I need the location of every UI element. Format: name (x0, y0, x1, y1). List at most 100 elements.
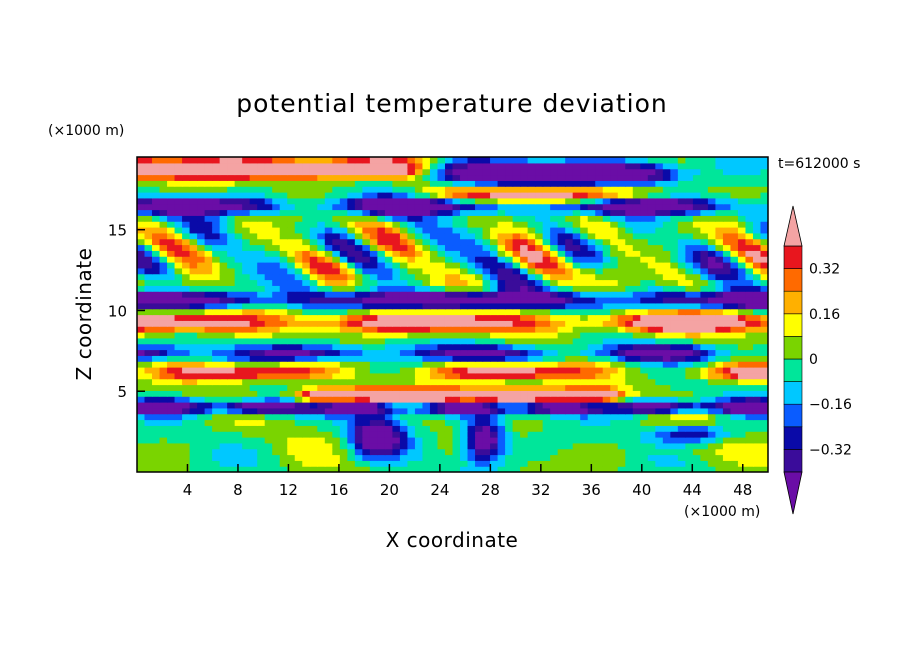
heatmap-cell (249, 460, 258, 467)
heatmap-cell (685, 279, 694, 286)
heatmap-cell (460, 466, 469, 472)
heatmap-cell (595, 180, 604, 187)
heatmap-cell (572, 396, 581, 403)
heatmap-cell (512, 273, 521, 281)
heatmap-cell (272, 466, 281, 472)
heatmap-cell (467, 320, 476, 327)
heatmap-cell (347, 273, 356, 281)
heatmap-cell (730, 197, 739, 205)
heatmap-cell (722, 454, 732, 461)
heatmap-cell (647, 320, 656, 327)
heatmap-cell (309, 419, 318, 426)
heatmap-cell (362, 157, 371, 164)
heatmap-cell (460, 227, 469, 234)
heatmap-cell (204, 402, 213, 409)
heatmap-cell (294, 285, 303, 292)
heatmap-cell (595, 203, 604, 211)
heatmap-cell (144, 390, 153, 397)
heatmap-cell (279, 308, 288, 316)
heatmap-cell (182, 355, 191, 362)
heatmap-cell (715, 372, 724, 380)
heatmap-cell (632, 291, 641, 298)
heatmap-cell (377, 297, 386, 304)
y-tick-label: 15 (108, 222, 127, 240)
heatmap-cell (332, 221, 341, 228)
heatmap-cell (692, 396, 701, 403)
heatmap-cell (452, 215, 461, 222)
heatmap-cell (384, 279, 393, 286)
heatmap-cell (309, 355, 318, 362)
heatmap-cell (580, 215, 589, 222)
heatmap-cell (752, 162, 762, 170)
heatmap-cell (219, 402, 228, 409)
heatmap-cell (257, 157, 266, 164)
heatmap-cell (167, 180, 176, 187)
heatmap-cell (760, 291, 768, 298)
heatmap-cell (302, 343, 311, 351)
heatmap-cell (580, 378, 589, 386)
heatmap-cell (677, 361, 686, 368)
heatmap-cell (610, 349, 619, 356)
heatmap-cell (399, 180, 409, 187)
heatmap-cell (632, 442, 641, 450)
heatmap-cell (137, 209, 146, 216)
heatmap-cell (572, 232, 581, 240)
heatmap-cell (610, 180, 619, 187)
heatmap-cell (535, 238, 544, 246)
heatmap-cell (535, 466, 544, 472)
heatmap-cell (542, 466, 551, 472)
heatmap-cell (347, 209, 356, 216)
heatmap-cell (242, 431, 251, 438)
heatmap-cell (302, 262, 311, 269)
heatmap-cell (347, 402, 356, 409)
heatmap-cell (475, 326, 484, 333)
heatmap-cell (662, 221, 671, 228)
heatmap-cell (655, 197, 664, 205)
heatmap-cell (152, 232, 161, 240)
heatmap-cell (617, 285, 626, 292)
heatmap-cell (444, 326, 454, 333)
heatmap-cell (572, 413, 581, 421)
heatmap-cell (670, 238, 679, 246)
heatmap-cell (745, 419, 754, 426)
heatmap-cell (384, 372, 393, 380)
heatmap-cell (490, 402, 499, 409)
heatmap-cell (527, 285, 536, 292)
heatmap-cell (722, 425, 732, 432)
heatmap-cell (475, 419, 484, 426)
heatmap-cell (715, 238, 724, 246)
colorbar-tick-label: 0.32 (809, 262, 840, 278)
heatmap-cell (707, 192, 717, 199)
heatmap-cell (137, 425, 146, 432)
heatmap-cell (189, 238, 198, 246)
heatmap-cell (227, 454, 236, 461)
heatmap-cell (557, 186, 566, 193)
heatmap-cell (414, 238, 424, 246)
heatmap-cell (399, 192, 409, 199)
heatmap-cell (625, 279, 634, 286)
heatmap-cell (722, 291, 732, 298)
heatmap-cell (167, 168, 176, 176)
heatmap-cell (595, 349, 604, 356)
heatmap-cell (760, 390, 768, 397)
heatmap-cell (219, 192, 228, 199)
heatmap-cell (219, 367, 228, 374)
heatmap-cell (152, 297, 161, 304)
heatmap-cell (309, 337, 318, 345)
heatmap-cell (760, 180, 768, 187)
heatmap-cell (647, 285, 656, 292)
heatmap-cell (197, 343, 206, 351)
heatmap-cell (617, 460, 626, 467)
heatmap-cell (692, 262, 701, 269)
heatmap-cell (497, 460, 506, 467)
heatmap-cell (347, 186, 356, 193)
heatmap-cell (610, 285, 619, 292)
heatmap-cell (527, 209, 536, 216)
heatmap-cell (722, 279, 732, 286)
heatmap-cell (505, 203, 514, 211)
heatmap-cell (339, 402, 348, 409)
heatmap-cell (632, 396, 641, 403)
heatmap-cell (294, 390, 303, 397)
heatmap-cell (505, 244, 514, 251)
